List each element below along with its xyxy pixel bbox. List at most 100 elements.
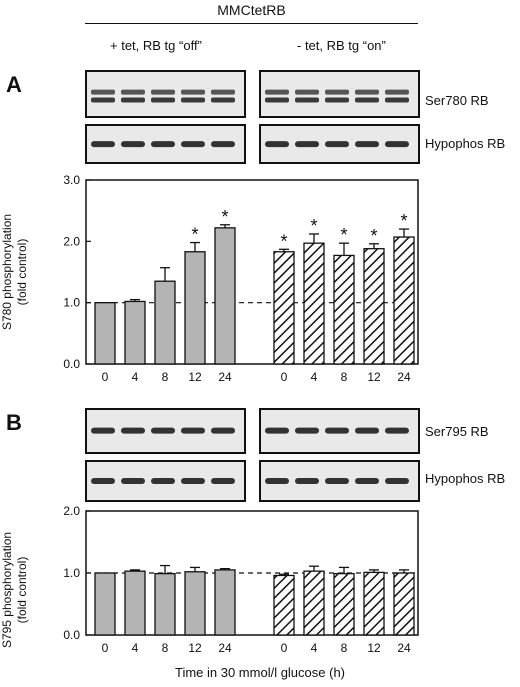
blot-band: [211, 141, 235, 148]
bar: [154, 572, 176, 636]
significance-star: *: [221, 207, 228, 227]
blot-band: [295, 427, 319, 434]
blot-a-ser780-on: [259, 70, 420, 118]
x-axis-title: Time in 30 mmol/l glucose (h): [174, 665, 345, 680]
blot-band: [91, 89, 115, 95]
bar: [94, 572, 116, 636]
blot-band: [181, 97, 205, 103]
blot-b-ser795-on: [259, 408, 420, 454]
panel-b-bar-chart: 0.0 1.0 2.0 0 4 8 12 24 0 4 8 12 24: [63, 505, 419, 655]
blot-band: [181, 427, 205, 434]
blot-band: [121, 97, 145, 103]
blot-band: [295, 477, 319, 484]
blot-band: [151, 89, 175, 95]
x-tick-label: 24: [218, 641, 232, 655]
significance-star: *: [400, 211, 407, 231]
y-tick-label: 1.0: [63, 296, 80, 310]
blot-band: [355, 477, 379, 484]
blot-band: [211, 477, 235, 484]
x-tick-label: 0: [102, 370, 109, 384]
bar: [184, 571, 206, 636]
blot-band: [265, 477, 289, 484]
blot-band: [121, 141, 145, 148]
significance-star: *: [191, 225, 198, 245]
x-tick-label: 12: [188, 641, 202, 655]
significance-star: *: [340, 225, 347, 245]
condition-on-label: - tet, RB tg “on”: [297, 38, 386, 53]
bar: [214, 227, 236, 365]
bar: [303, 242, 325, 365]
plot-frame: [85, 179, 419, 365]
x-tick-label: 8: [162, 370, 169, 384]
y-tick-label: 2.0: [63, 234, 80, 248]
blot-band: [91, 477, 115, 484]
bar: [273, 251, 295, 365]
blot-band: [151, 97, 175, 103]
blot-band: [385, 97, 409, 103]
blot-label-hypophos-b: Hypophos RB: [425, 471, 506, 486]
y-tick-label: 2.0: [63, 505, 80, 518]
bar: [184, 251, 206, 365]
blot-a-hypophos-on: [259, 124, 420, 164]
x-tick-label: 8: [341, 641, 348, 655]
x-tick-label: 24: [397, 370, 411, 384]
bar: [124, 300, 146, 365]
y-tick-label: 1.0: [63, 566, 80, 580]
bar: [124, 570, 146, 636]
blot-label-ser780: Ser780 RB: [425, 93, 489, 108]
blot-band: [151, 477, 175, 484]
y-tick-label: 0.0: [63, 357, 80, 371]
x-tick-label: 12: [367, 370, 381, 384]
blot-band: [121, 477, 145, 484]
blot-band: [295, 97, 319, 103]
x-tick-label: 12: [367, 641, 381, 655]
blot-label-ser795: Ser795 RB: [425, 424, 489, 439]
x-tick-label: 0: [281, 370, 288, 384]
blot-a-hypophos-off: [85, 124, 246, 164]
x-tick-label: 4: [311, 641, 318, 655]
blot-band: [181, 477, 205, 484]
figure-title: MMCtetRB: [217, 2, 286, 18]
blot-band: [385, 89, 409, 95]
blot-band: [325, 97, 349, 103]
panel-b-letter: B: [6, 410, 22, 435]
x-tick-label: 0: [281, 641, 288, 655]
blot-band: [325, 89, 349, 95]
significance-star: *: [310, 216, 317, 236]
blot-band: [151, 141, 175, 148]
blot-band: [355, 427, 379, 434]
blot-band: [151, 427, 175, 434]
blot-band: [385, 141, 409, 148]
bar: [214, 569, 236, 636]
bar: [333, 572, 355, 636]
blot-band: [385, 427, 409, 434]
blot-band: [91, 97, 115, 103]
blot-band: [265, 427, 289, 434]
panel-a-bar-chart: 0.0 1.0 2.0 3.0 0 4 8 * 12 * 24 * 0 * 4 * 8 * 12 * 24: [63, 173, 419, 384]
blot-band: [325, 427, 349, 434]
significance-star: *: [370, 226, 377, 246]
blot-band: [121, 427, 145, 434]
x-tick-label: 24: [218, 370, 232, 384]
bar: [363, 571, 385, 636]
blot-band: [325, 477, 349, 484]
x-tick-label: 4: [311, 370, 318, 384]
y-tick-label: 0.0: [63, 628, 80, 642]
bar: [94, 302, 116, 365]
bar: [303, 570, 325, 636]
blot-band: [211, 89, 235, 95]
significance-star: *: [280, 231, 287, 251]
blot-band: [295, 89, 319, 95]
y-tick-label: 3.0: [63, 173, 80, 187]
blot-label-hypophos-a: Hypophos RB: [425, 136, 506, 151]
condition-off-label: + tet, RB tg “off”: [110, 38, 202, 53]
blot-band: [355, 97, 379, 103]
blot-band: [295, 141, 319, 148]
blot-band: [211, 427, 235, 434]
blot-band: [265, 97, 289, 103]
blot-band: [355, 89, 379, 95]
blot-b-hypophos-on: [259, 460, 420, 502]
blot-b-hypophos-off: [85, 460, 246, 502]
bar: [363, 248, 385, 365]
blot-band: [181, 141, 205, 148]
